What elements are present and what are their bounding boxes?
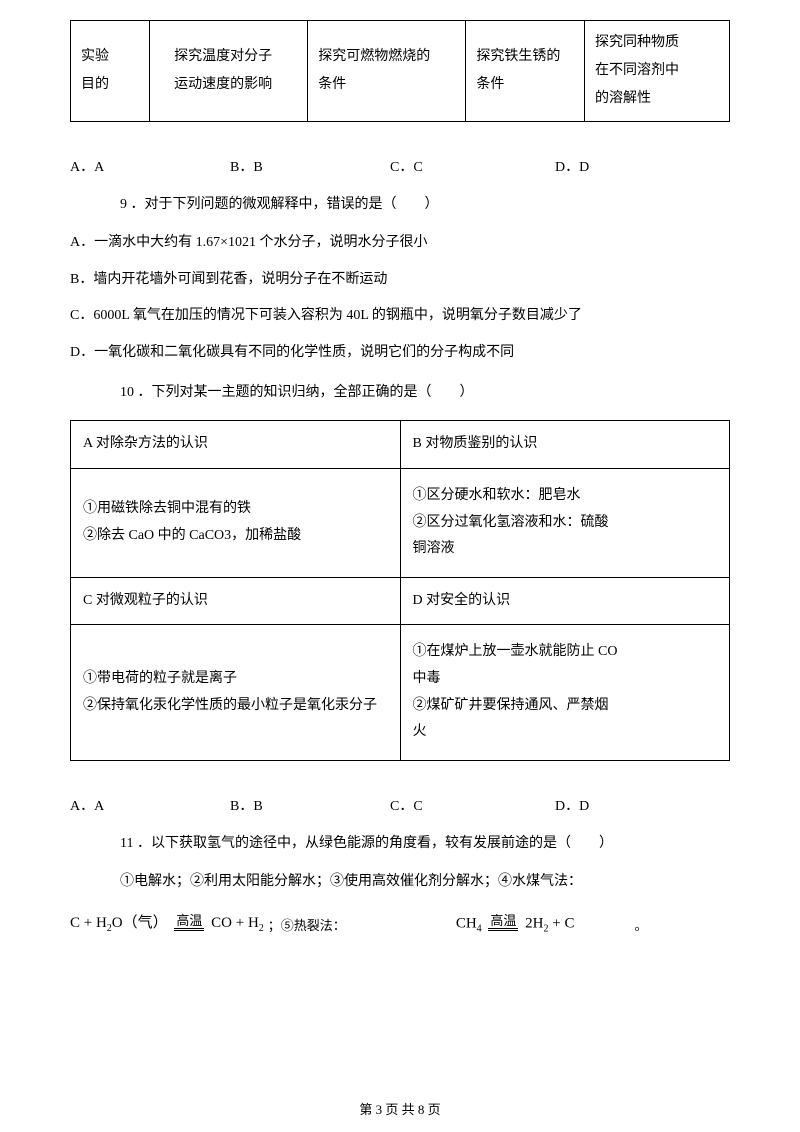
q11-list: ①电解水；②利用太阳能分解水；③使用高效催化剂分解水；④水煤气法：: [120, 871, 730, 893]
text: ①区分硬水和软水：肥皂水: [413, 483, 718, 510]
text: ②区分过氧化氢溶液和水：硫酸: [413, 510, 718, 537]
text: ①用磁铁除去铜中混有的铁: [83, 496, 388, 523]
cell: 探究可燃物燃烧的 条件: [308, 21, 466, 122]
text: 探究可燃物燃烧的: [318, 43, 455, 71]
text: ②煤矿矿井要保持通风、严禁烟: [413, 693, 718, 720]
question-10: 10 ．下列对某一主题的知识归纳，全部正确的是（ ）: [120, 382, 730, 404]
eq-text: 2H: [525, 915, 543, 931]
cell: 探究同种物质 在不同溶剂中 的溶解性: [585, 21, 730, 122]
condition: 高温: [174, 914, 204, 929]
text: 实验: [81, 43, 139, 71]
cell-c-body: ①带电荷的粒子就是离子 ②保持氧化汞化学性质的最小粒子是氧化汞分子: [71, 625, 401, 760]
cell: 探究温度对分子 运动速度的影响: [150, 21, 308, 122]
option-b: B．B: [230, 156, 390, 176]
cell-b-header: B 对物质鉴别的认识: [400, 421, 730, 469]
text: 中毒: [413, 666, 718, 693]
text: 的溶解性: [595, 85, 719, 113]
cell-label: 实验 目的: [71, 21, 150, 122]
text: 在不同溶剂中: [595, 57, 719, 85]
knowledge-table: A 对除杂方法的认识 B 对物质鉴别的认识 ①用磁铁除去铜中混有的铁 ②除去 C…: [70, 420, 730, 760]
option-c: C．C: [390, 156, 555, 176]
cell-c-header: C 对微观粒子的认识: [71, 577, 401, 625]
eq-text: C + H: [70, 915, 107, 931]
q9-option-a: A．一滴水中大约有 1.67×1021 个水分子，说明水分子很小: [70, 232, 730, 254]
question-11: 11 ．以下获取氢气的途径中，从绿色能源的角度看，较有发展前途的是（ ）: [120, 833, 730, 855]
experiment-purpose-table: 实验 目的 探究温度对分子 运动速度的影响 探究可燃物燃烧的 条件 探究铁生锈的…: [70, 20, 730, 122]
cell-d-header: D 对安全的认识: [400, 577, 730, 625]
text: 探究温度对分子: [174, 43, 297, 71]
cell-d-body: ①在煤炉上放一壶水就能防止 CO 中毒 ②煤矿矿井要保持通风、严禁烟 火: [400, 625, 730, 760]
text: ②除去 CaO 中的 CaCO3，加稀盐酸: [83, 523, 388, 550]
text: ②保持氧化汞化学性质的最小粒子是氧化汞分子: [83, 693, 388, 720]
page-footer: 第 3 页 共 8 页: [0, 1099, 800, 1118]
cell: 探究铁生锈的 条件: [466, 21, 585, 122]
option-d: D．D: [555, 156, 730, 176]
option-a: A．A: [70, 156, 230, 176]
equation-2: CH4 高温 2H2 + C: [456, 914, 575, 934]
cell-b-body: ①区分硬水和软水：肥皂水 ②区分过氧化氢溶液和水：硫酸 铜溶液: [400, 468, 730, 577]
text: 探究同种物质: [595, 29, 719, 57]
text: 运动速度的影响: [174, 71, 297, 99]
text: ①在煤炉上放一壶水就能防止 CO: [413, 639, 718, 666]
cell-a-body: ①用磁铁除去铜中混有的铁 ②除去 CaO 中的 CaCO3，加稀盐酸: [71, 468, 401, 577]
eq-separator: ；⑤热裂法：: [268, 915, 346, 934]
option-c: C．C: [390, 795, 555, 815]
option-b: B．B: [230, 795, 390, 815]
text: ①带电荷的粒子就是离子: [83, 666, 388, 693]
text: 火: [413, 719, 718, 746]
text: 铜溶液: [413, 536, 718, 563]
eq-end: 。: [634, 915, 647, 934]
option-d: D．D: [555, 795, 730, 815]
eq-text: CH: [456, 915, 477, 931]
option-a: A．A: [70, 795, 230, 815]
reaction-arrow: 高温: [174, 914, 204, 934]
q9-option-c: C．6000L 氧气在加压的情况下可装入容积为 40L 的钢瓶中，说明氧分子数目…: [70, 305, 730, 327]
options-row-1: A．A B．B C．C D．D: [70, 156, 730, 176]
reaction-arrow: 高温: [488, 914, 518, 934]
condition: 高温: [488, 914, 518, 929]
equation-1: C + H2O（气） 高温 CO + H2: [70, 911, 264, 934]
question-9: 9 ．对于下列问题的微观解释中，错误的是（ ）: [120, 194, 730, 216]
cell-a-header: A 对除杂方法的认识: [71, 421, 401, 469]
text: 目的: [81, 71, 139, 99]
text: 条件: [476, 71, 574, 99]
text: 条件: [318, 71, 455, 99]
eq-text: + C: [549, 915, 575, 931]
eq-text: CO + H: [211, 915, 259, 931]
text: 探究铁生锈的: [476, 43, 574, 71]
q9-option-d: D．一氧化碳和二氧化碳具有不同的化学性质，说明它们的分子构成不同: [70, 342, 730, 364]
options-row-2: A．A B．B C．C D．D: [70, 795, 730, 815]
eq-text: O（气）: [112, 915, 168, 931]
q9-option-b: B．墙内开花墙外可闻到花香，说明分子在不断运动: [70, 269, 730, 291]
equation-row: C + H2O（气） 高温 CO + H2 ；⑤热裂法： CH4 高温 2H2 …: [70, 911, 730, 934]
